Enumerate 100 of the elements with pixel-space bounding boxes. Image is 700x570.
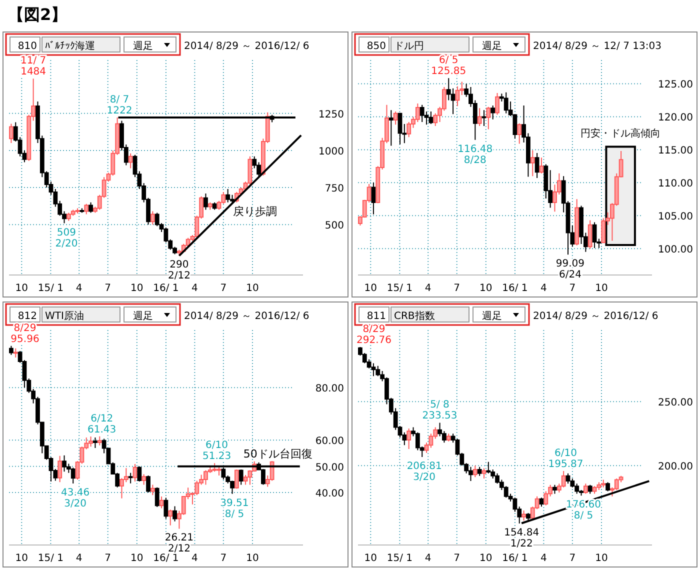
candlestick	[455, 86, 460, 107]
text: 週足	[133, 311, 153, 322]
annotation: 290 2/12	[168, 260, 190, 282]
x-tick-label: 10	[364, 553, 377, 564]
annotation: 8/29 292.76	[356, 324, 392, 346]
text: 2014/ 8/29 ～ 12/ 7 13:03	[533, 41, 662, 52]
candlestick	[446, 433, 451, 442]
candlestick	[406, 428, 412, 450]
x-tick-label: 10	[595, 283, 608, 294]
chart-subtitle: 850	[366, 41, 386, 52]
annotation: 6/10 51.23	[202, 440, 232, 462]
x-tick-label: 10	[364, 283, 377, 294]
annotation: 6/ 5 125.85	[431, 55, 466, 78]
candlestick	[588, 484, 592, 494]
x-tick-label: 7	[454, 283, 460, 294]
candlestick	[482, 110, 486, 126]
x-tick-label: 10	[595, 553, 608, 564]
x-tick-label: 10	[15, 283, 28, 294]
x-tick-label: 10	[130, 553, 144, 564]
chart-subtitle: 810	[18, 41, 37, 52]
candlestick	[159, 496, 164, 509]
candlestick	[150, 210, 155, 226]
x-tick-label: 15/ 1	[386, 283, 413, 294]
candlestick	[75, 208, 80, 214]
candlestick	[428, 110, 434, 124]
candlestick	[97, 436, 102, 446]
candlestick	[371, 362, 376, 377]
x-tick-label: 16/ 1	[153, 283, 179, 294]
candlestick	[420, 104, 424, 122]
candlestick	[238, 468, 244, 486]
candlestick	[168, 509, 173, 526]
candlestick	[566, 472, 570, 484]
annotation: 99.09 6/24	[556, 258, 585, 281]
chart-title: CRB指数	[394, 310, 435, 322]
candlestick	[398, 112, 402, 145]
y-tick-label: 115.00	[658, 146, 693, 157]
x-tick-label: 10	[480, 283, 492, 294]
candlestick	[517, 122, 522, 144]
candlestick	[9, 123, 14, 144]
annotation: 8/ 7 1222	[106, 94, 132, 117]
y-tick-label: 200.00	[658, 462, 693, 473]
chart-title: ﾊﾞﾙﾁｯｸ海運	[45, 40, 95, 52]
x-tick-label: 15/ 1	[386, 553, 413, 564]
y-tick-label: 125.00	[658, 80, 693, 91]
candlestick	[128, 152, 133, 169]
candlestick	[212, 202, 217, 210]
candlestick	[592, 486, 597, 494]
x-tick-label: 7	[220, 283, 227, 294]
candlestick	[172, 506, 177, 522]
x-tick-label: 7	[569, 553, 576, 564]
y-tick-label: 500	[324, 220, 344, 232]
candlestick	[226, 188, 230, 203]
candlestick	[128, 472, 133, 484]
x-tick-label: 4	[424, 283, 432, 294]
annotation: 5/ 8 233.53	[422, 400, 458, 422]
candlestick	[583, 483, 588, 494]
candlestick	[371, 182, 376, 215]
candlestick	[504, 92, 508, 114]
candlestick	[477, 466, 482, 476]
candlestick	[234, 468, 239, 490]
candlestick	[13, 348, 18, 358]
x-tick-label: 15/ 1	[38, 553, 64, 564]
y-tick-label: 50.00	[315, 462, 344, 474]
candlestick	[472, 465, 478, 478]
candlestick	[477, 108, 482, 126]
annotation: 11/ 7 1484	[20, 56, 46, 78]
x-tick-label: 7	[104, 283, 112, 294]
text: 週足	[482, 41, 502, 52]
x-tick-label: 10	[480, 553, 492, 564]
text: 2014/ 8/29 ～ 2016/12/ 6	[184, 41, 310, 52]
candlestick	[154, 486, 160, 508]
annotation: 26.21 2/12	[164, 532, 194, 555]
candlestick	[388, 110, 394, 146]
candlestick	[146, 475, 150, 494]
candlestick	[588, 220, 592, 250]
candlestick	[204, 192, 208, 210]
candlestick	[539, 497, 544, 508]
candlestick	[208, 202, 212, 210]
y-tick-label: 40.00	[315, 488, 344, 500]
x-tick-label: 4	[191, 553, 198, 564]
text: 【図2】	[8, 5, 68, 24]
y-tick-label: 100.00	[658, 244, 693, 256]
candlestick	[606, 482, 610, 492]
x-tick-label: 10	[246, 283, 259, 294]
candlestick	[393, 110, 398, 126]
candlestick	[490, 105, 496, 120]
candlestick	[132, 463, 138, 482]
y-tick-label: 750	[324, 184, 344, 195]
x-tick-label: 10	[130, 283, 144, 294]
candlestick	[574, 198, 580, 246]
candlestick	[486, 106, 491, 130]
candlestick	[482, 468, 486, 479]
candlestick	[137, 466, 142, 482]
x-tick-label: 10	[15, 553, 28, 564]
text: 2014/ 8/29 ～ 2016/12/ 6	[533, 311, 658, 322]
annotation: 206.81 3/20	[406, 460, 442, 483]
candlestick	[530, 150, 535, 177]
candlestick	[80, 208, 84, 214]
candlestick	[552, 484, 557, 494]
x-tick-label: 10	[246, 553, 259, 564]
